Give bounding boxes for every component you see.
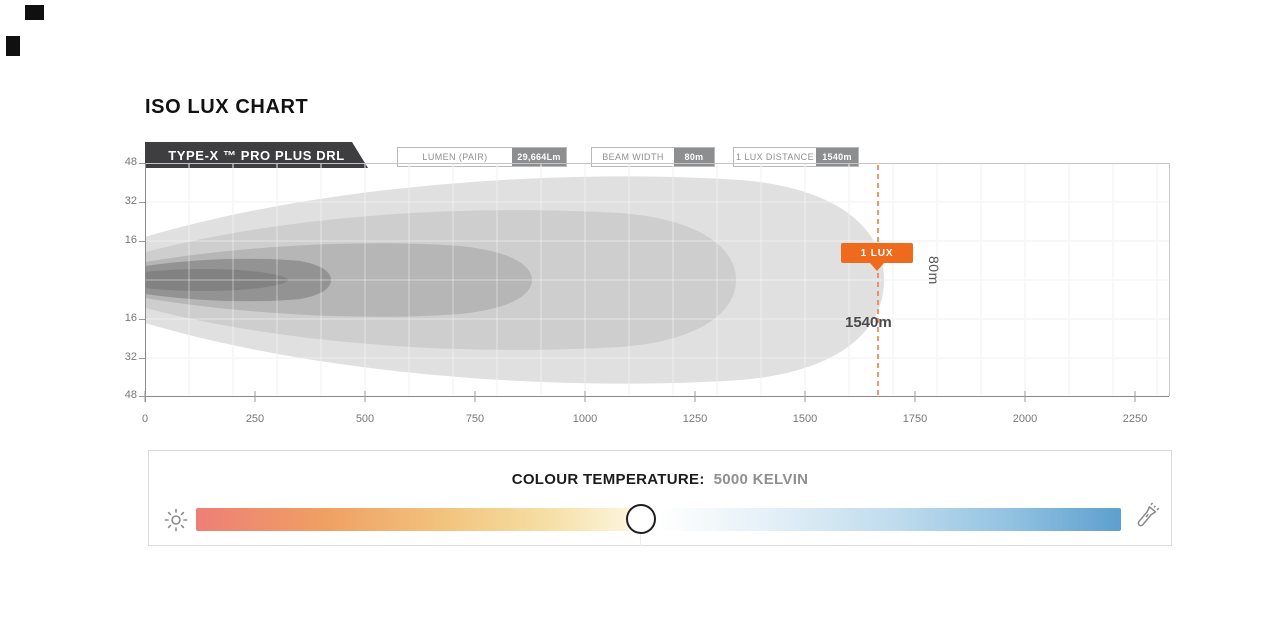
corner-mark — [6, 36, 20, 56]
x-tick-label: 500 — [355, 413, 375, 425]
stat-label-lumen: LUMEN (PAIR) — [398, 148, 512, 166]
stat-value-lumen: 29,664Lm — [512, 148, 566, 166]
colour-temperature-label: COLOUR TEMPERATURE: — [511, 471, 705, 488]
one-lux-distance-annotation: 1540m — [845, 314, 892, 331]
colour-temperature-panel: COLOUR TEMPERATURE: 5000 KELVIN — [148, 450, 1172, 546]
x-tick-label: 750 — [465, 413, 485, 425]
x-tick-label: 1000 — [572, 413, 598, 425]
colour-temperature-gradient-bar[interactable] — [196, 508, 1121, 531]
stat-value-beam-width: 80m — [674, 148, 714, 166]
colour-temperature-value: 5000 KELVIN — [713, 471, 809, 488]
colour-temperature-title: COLOUR TEMPERATURE: 5000 KELVIN — [149, 471, 1171, 488]
flashlight-icon — [1137, 502, 1160, 527]
plot-frame — [139, 163, 1170, 402]
stat-label-beam-width: BEAM WIDTH — [592, 148, 674, 166]
sun-icon — [164, 508, 188, 532]
stat-value-lux-distance: 1540m — [816, 148, 858, 166]
x-tick-label: 1250 — [682, 413, 708, 425]
x-tick-label: 1500 — [792, 413, 818, 425]
colour-temperature-knob[interactable] — [626, 504, 656, 534]
stat-chip-beam-width: BEAM WIDTH 80m — [591, 147, 715, 167]
stat-label-lux-distance: 1 LUX DISTANCE — [734, 148, 816, 166]
y-tick-label: 16 — [124, 311, 137, 324]
x-tick-label: 250 — [245, 413, 265, 425]
grid-over — [146, 164, 1169, 396]
stat-chip-lumen: LUMEN (PAIR) 29,664Lm — [397, 147, 567, 167]
x-tick-label: 1750 — [902, 413, 928, 425]
beam-contours — [145, 176, 884, 384]
stat-chip-lux-distance: 1 LUX DISTANCE 1540m — [733, 147, 859, 167]
iso-lux-plot — [139, 163, 1170, 402]
x-tick-label: 2000 — [1012, 413, 1038, 425]
x-tick-label: 0 — [141, 413, 149, 425]
corner-mark — [25, 5, 44, 20]
beam-contour-core — [145, 269, 288, 291]
y-tick-label: 48 — [124, 156, 137, 168]
one-lux-badge-pointer — [870, 263, 884, 271]
y-tick-label: 16 — [124, 233, 137, 246]
y-tick-label: 32 — [124, 194, 137, 207]
y-tick-label: 32 — [124, 350, 137, 363]
beam-width-annotation: 80m — [926, 256, 942, 285]
page-title: ISO LUX CHART — [145, 96, 309, 118]
x-tick-label: 2250 — [1122, 413, 1148, 425]
one-lux-badge: 1 LUX — [841, 243, 913, 263]
y-tick-label: 48 — [124, 389, 137, 402]
